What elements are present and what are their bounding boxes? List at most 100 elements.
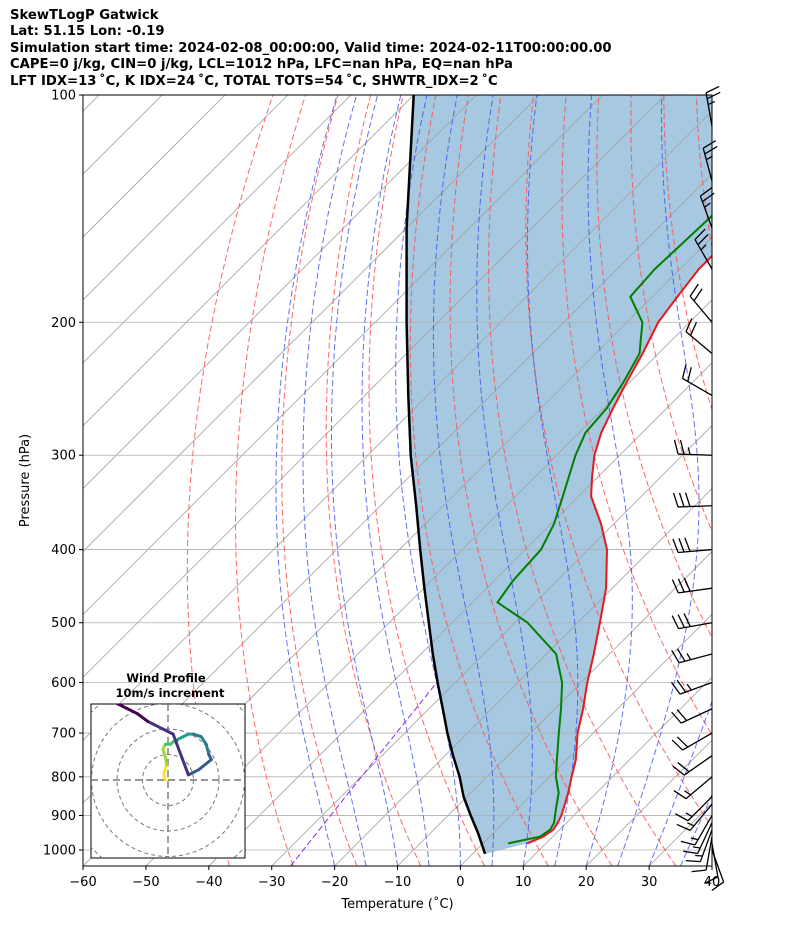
isotherm-line	[334, 488, 712, 866]
dewpoint-line	[496, 214, 712, 845]
index-line: LFT IDX=13 ˚C, K IDX=24 ˚C, TOTAL TOTS=5…	[10, 73, 498, 89]
chart-title: SkewTLogP Gatwick	[10, 8, 159, 23]
isotherm-line	[775, 95, 794, 866]
isotherm-line	[83, 95, 414, 427]
isotherm-line	[83, 95, 352, 364]
isotherm-line	[83, 95, 666, 678]
isotherm-line	[83, 95, 540, 553]
wind-barb	[671, 708, 713, 724]
wind-barb	[694, 228, 713, 270]
valid-time-line: Simulation start time: 2024-02-08_00:00:…	[10, 40, 612, 56]
dry-adiabat	[561, 95, 712, 736]
y-tick-label: 600	[51, 676, 76, 691]
x-tick-label: −40	[195, 875, 222, 890]
x-tick-label: −30	[258, 875, 285, 890]
isotherm-line	[83, 95, 477, 490]
wind-barb	[672, 492, 713, 508]
wind-barb	[672, 537, 713, 554]
wind-barb	[699, 186, 715, 229]
wind-barb	[689, 283, 713, 323]
moist-adiabat	[275, 95, 338, 866]
x-tick-label: 20	[578, 875, 595, 890]
y-tick-label: 900	[51, 809, 76, 824]
wind-barb	[671, 613, 713, 630]
moist-adiabat	[680, 793, 712, 866]
wind-barb	[671, 577, 713, 594]
wind-barb	[685, 829, 713, 863]
dry-adiabat	[762, 95, 794, 866]
x-tick-label: 30	[641, 875, 658, 890]
moist-adiabat	[395, 95, 461, 866]
wind-barb	[704, 843, 719, 884]
dry-adiabat	[281, 95, 358, 866]
y-tick-label: 500	[51, 616, 76, 631]
moist-adiabat	[617, 95, 700, 866]
hodograph-segment	[146, 719, 160, 728]
x-axis-label: Temperature (˚C)	[340, 896, 453, 912]
dry-adiabat	[409, 95, 549, 866]
wind-barb	[691, 836, 713, 873]
wind-barb	[702, 140, 718, 182]
x-tick-label: 10	[515, 875, 532, 890]
isotherm-line	[523, 676, 712, 866]
y-tick-label: 400	[51, 543, 76, 558]
wind-barb	[705, 85, 721, 127]
location-line: Lat: 51.15 Lon: -0.19	[10, 24, 165, 40]
shaded-area	[406, 95, 712, 854]
moist-adiabat	[476, 95, 533, 866]
mixing-ratio-line	[290, 682, 438, 866]
hodograph-segment	[171, 732, 190, 777]
moist-adiabat	[361, 95, 430, 866]
dry-adiabat	[663, 95, 712, 412]
dry-adiabat	[488, 95, 677, 866]
x-tick-label: 40	[704, 875, 721, 890]
wind-barb	[680, 815, 713, 846]
isotherm-line	[145, 299, 712, 866]
moist-adiabat	[585, 95, 633, 866]
hodograph-segment	[197, 758, 213, 772]
dry-adiabat	[234, 95, 306, 866]
isotherm-line	[83, 95, 100, 112]
wind-barb	[673, 776, 713, 800]
temperature-line	[526, 254, 712, 845]
hodograph-segment	[204, 742, 211, 756]
moist-adiabat	[527, 95, 579, 866]
y-tick-label: 700	[51, 727, 76, 742]
y-tick-label: 300	[51, 449, 76, 464]
moist-adiabat	[711, 864, 712, 866]
hodograph-segment	[186, 768, 201, 777]
isotherm-line	[711, 865, 712, 866]
wind-barb	[681, 364, 713, 397]
x-tick-label: −60	[69, 875, 96, 890]
x-tick-label: −10	[384, 875, 411, 890]
isotherm-line	[460, 613, 712, 866]
x-tick-label: −50	[132, 875, 159, 890]
hodograph-segment	[125, 707, 139, 716]
moist-adiabat	[302, 95, 367, 866]
y-tick-label: 800	[51, 770, 76, 785]
wind-barb	[673, 439, 713, 456]
wind-barb	[685, 318, 713, 355]
moist-adiabat	[432, 95, 495, 866]
x-tick-label: 0	[456, 875, 464, 890]
y-tick-label: 1000	[43, 844, 76, 859]
wind-barb	[672, 755, 713, 776]
y-axis-label: Pressure (hPa)	[18, 434, 33, 527]
hodograph-segment	[156, 724, 175, 736]
dry-adiabat	[729, 95, 794, 866]
parcel-profile-line	[405, 95, 487, 855]
isotherm-line	[83, 95, 226, 238]
isotherm-line	[83, 110, 712, 741]
hodograph-segment	[199, 735, 208, 746]
hodograph-subtitle: 10m/s increment	[116, 686, 225, 700]
moist-adiabat	[331, 95, 398, 866]
dry-adiabat	[630, 95, 712, 533]
hodograph-segment	[115, 704, 124, 708]
y-tick-label: 200	[51, 316, 76, 331]
isotherm-line	[397, 550, 712, 866]
hodograph-segment	[135, 712, 150, 723]
wind-barb	[683, 822, 713, 855]
hodograph-title: Wind Profile	[126, 671, 206, 685]
isotherm-line	[83, 95, 603, 615]
